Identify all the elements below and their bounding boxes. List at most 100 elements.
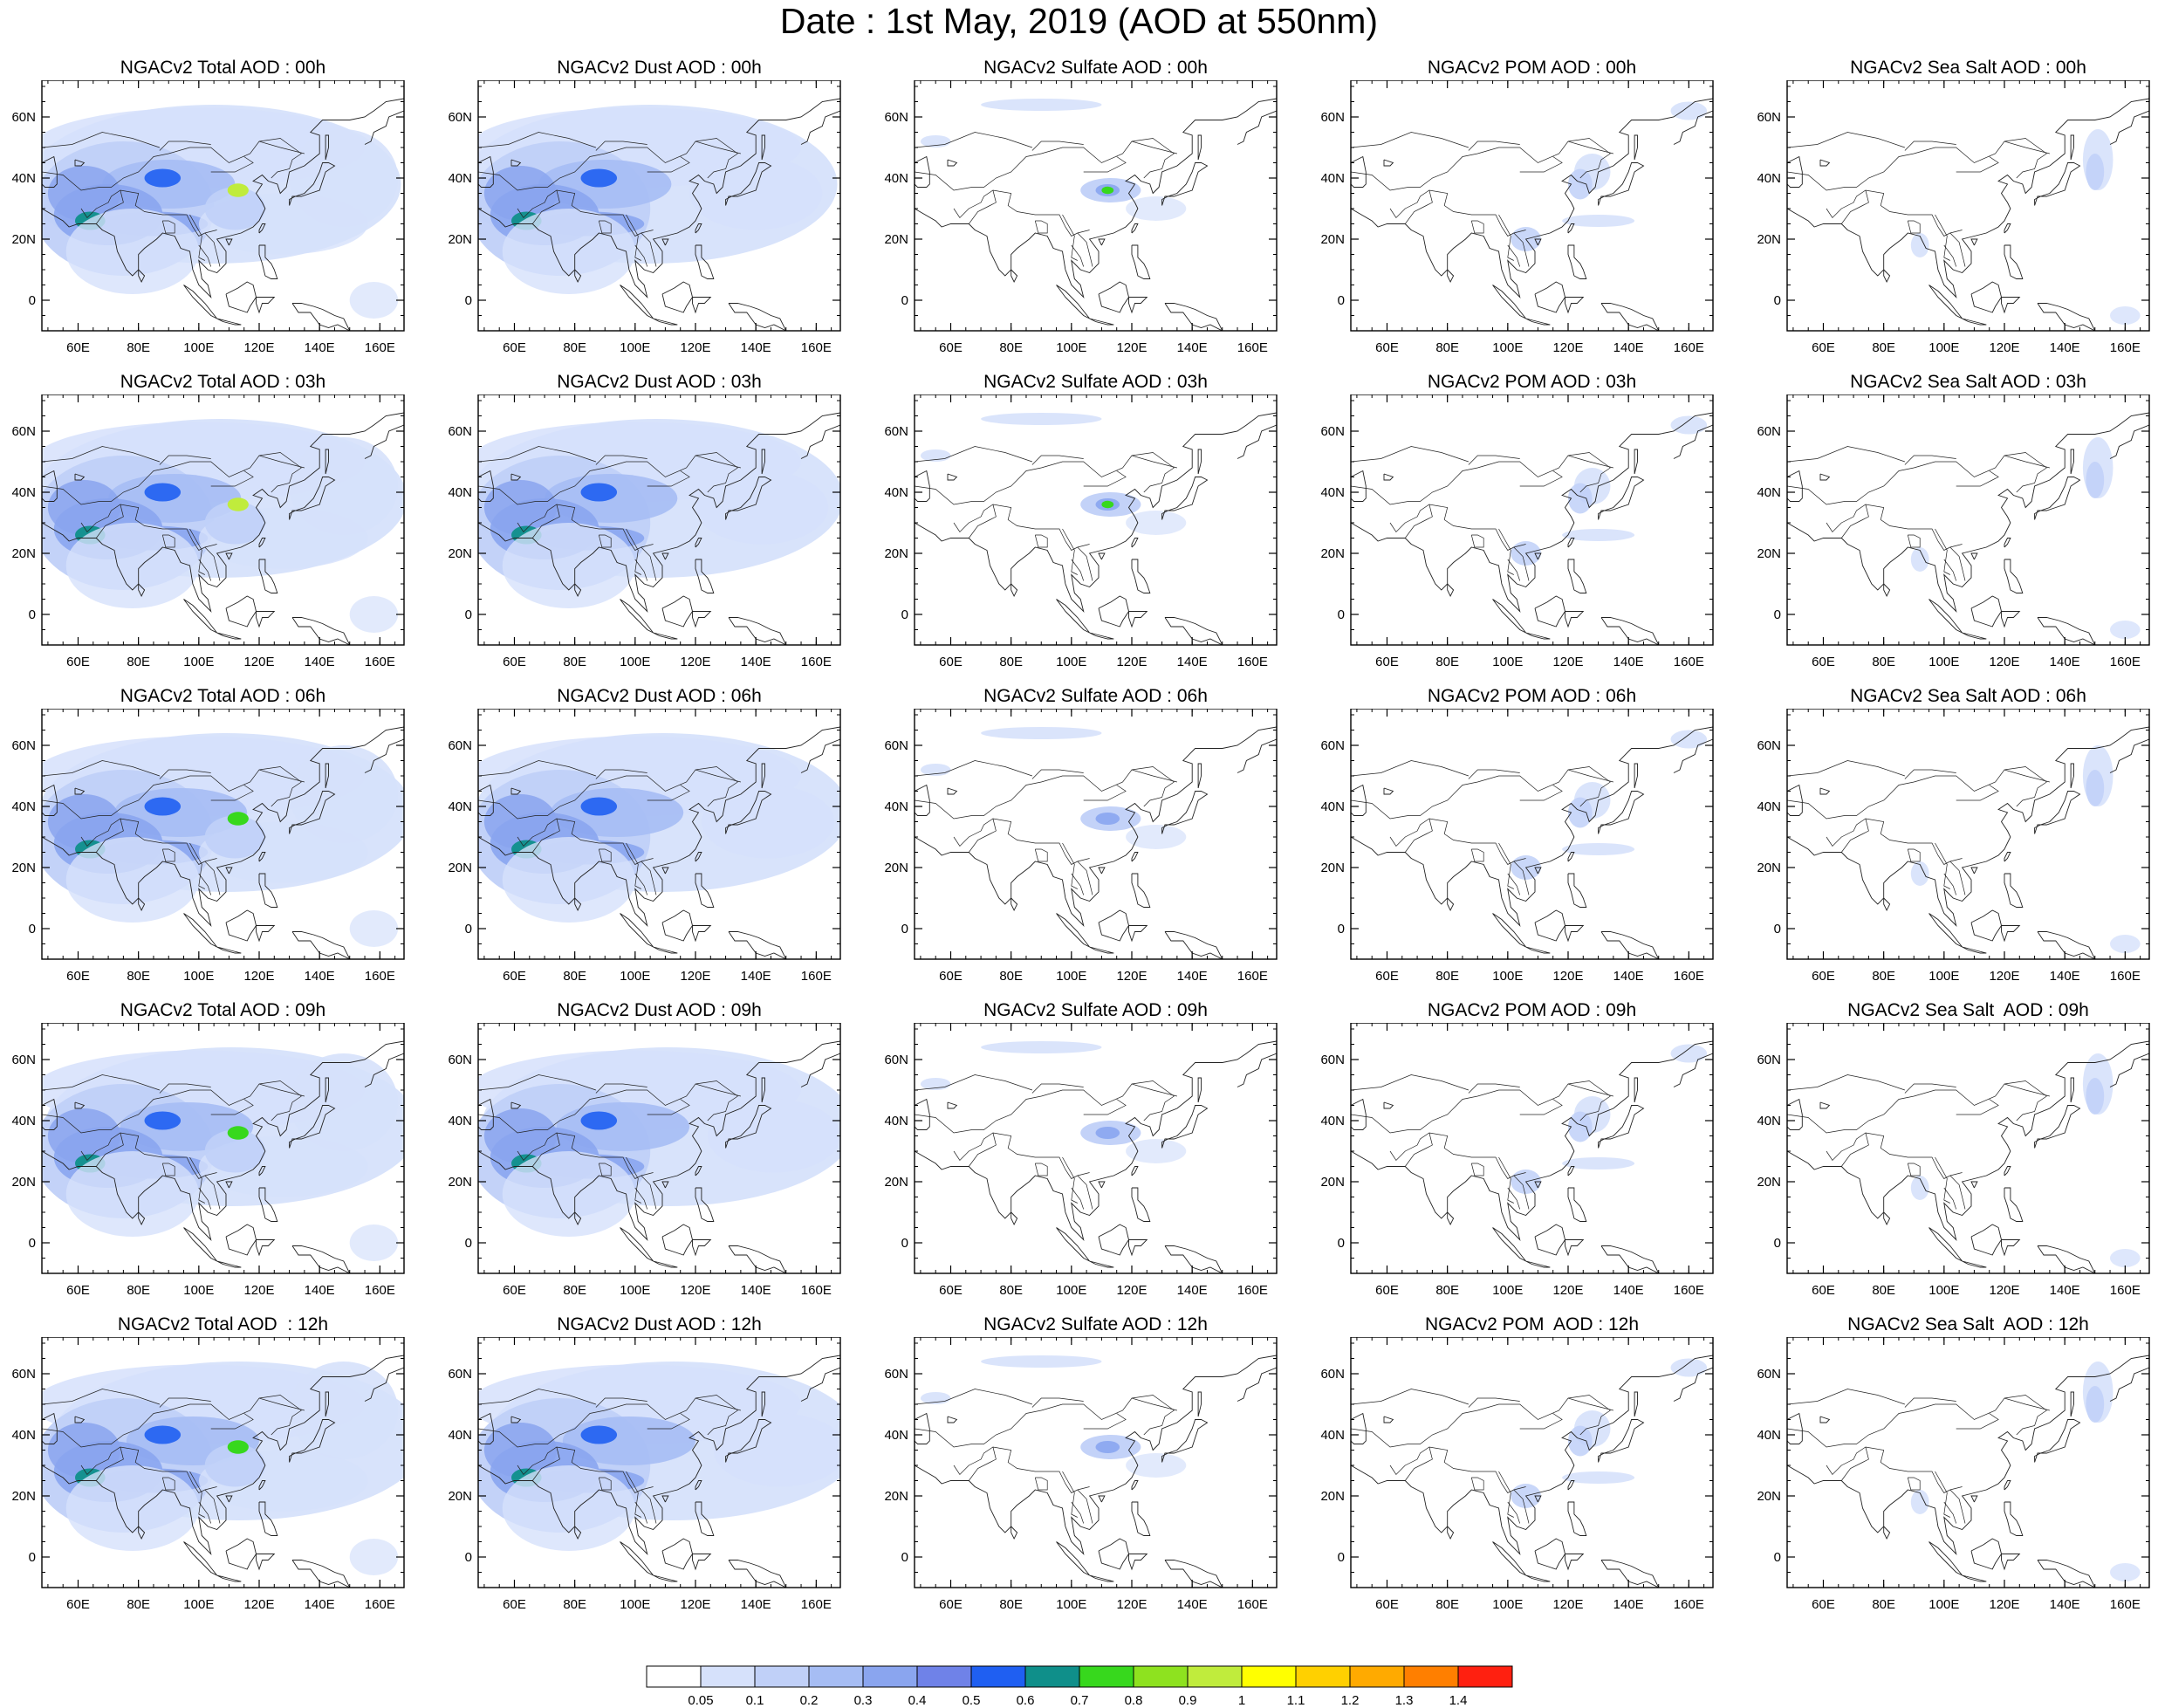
coastline bbox=[1447, 583, 1455, 598]
x-tick-label: 100E bbox=[1928, 969, 1959, 984]
x-tick-label: 100E bbox=[183, 1597, 214, 1612]
coastline bbox=[800, 1053, 840, 1087]
coastline bbox=[1237, 1053, 1277, 1087]
y-tick-label: 0 bbox=[901, 293, 908, 308]
x-tick-label: 100E bbox=[183, 969, 214, 984]
x-tick-label: 160E bbox=[365, 655, 395, 669]
country-border bbox=[1949, 1175, 1966, 1210]
coastline bbox=[291, 931, 351, 959]
coastline bbox=[1131, 1187, 1151, 1222]
x-tick-label: 60E bbox=[1812, 969, 1835, 984]
coastline bbox=[728, 617, 787, 645]
country-border bbox=[1579, 153, 1611, 179]
coastline bbox=[1131, 852, 1139, 862]
country-border bbox=[1077, 1175, 1093, 1210]
map-frame bbox=[41, 1337, 405, 1588]
coastline bbox=[1962, 946, 1987, 954]
coastline bbox=[1970, 1181, 1978, 1189]
aod-shading bbox=[580, 797, 618, 816]
coastline bbox=[915, 412, 1277, 613]
country-border bbox=[1949, 1489, 1966, 1524]
country-border bbox=[1943, 244, 1957, 267]
y-tick-label: 40N bbox=[11, 1114, 36, 1128]
coastline bbox=[692, 1554, 712, 1571]
y-tick-label: 40N bbox=[448, 799, 472, 814]
coastline bbox=[653, 1574, 678, 1582]
coastline bbox=[325, 1391, 329, 1417]
y-tick-label: 40N bbox=[884, 1114, 908, 1128]
country-border bbox=[953, 1446, 1090, 1493]
map-svg: 60E 80E 100E 120E 140E 160E 0 20N 40N 60N bbox=[1757, 1023, 2150, 1298]
x-tick-label: 60E bbox=[939, 1283, 963, 1298]
coastline bbox=[761, 1391, 765, 1417]
country-border bbox=[707, 1095, 738, 1122]
coastline bbox=[1383, 159, 1394, 167]
coastline bbox=[800, 424, 840, 459]
x-tick-label: 120E bbox=[1989, 969, 2019, 984]
map-svg: 60E 80E 100E 120E 140E 160E 0 20N 40N 60N bbox=[884, 80, 1278, 355]
map-frame bbox=[41, 709, 405, 960]
panel-title: NGACv2 Sea Salt AOD : 12h bbox=[1847, 1314, 2089, 1334]
coastline bbox=[364, 110, 404, 145]
x-tick-label: 120E bbox=[243, 1597, 274, 1612]
coastline bbox=[2004, 873, 2024, 908]
country-border bbox=[1351, 132, 1469, 148]
x-tick-label: 120E bbox=[1989, 655, 2019, 669]
coastline bbox=[1819, 1416, 1831, 1423]
map-frame bbox=[1786, 709, 2150, 960]
x-tick-label: 80E bbox=[563, 1597, 586, 1612]
coastline bbox=[2034, 477, 2081, 520]
y-tick-label: 0 bbox=[465, 1550, 472, 1565]
country-border bbox=[1405, 1132, 1433, 1167]
country-border bbox=[1949, 232, 1966, 267]
country-border bbox=[1787, 1074, 1906, 1091]
coastline bbox=[478, 1355, 840, 1555]
panel-title: NGACv2 Total AOD : 03h bbox=[120, 372, 326, 392]
coastlines bbox=[42, 726, 404, 959]
map-svg: 60E 80E 100E 120E 140E 160E 0 20N 40N 60N bbox=[1320, 394, 1714, 669]
y-tick-label: 60N bbox=[448, 1367, 472, 1382]
aod-shading bbox=[1910, 861, 1929, 886]
coastlines bbox=[478, 1040, 840, 1273]
aod-shading bbox=[981, 1041, 1102, 1053]
x-tick-label: 80E bbox=[563, 1283, 586, 1298]
country-border bbox=[598, 1163, 612, 1176]
y-tick-label: 0 bbox=[29, 1550, 36, 1565]
x-tick-label: 140E bbox=[1177, 969, 1208, 984]
country-border bbox=[1513, 1489, 1530, 1524]
map-svg: 60E 80E 100E 120E 140E 160E 0 20N 40N 60N bbox=[1320, 1337, 1714, 1612]
coastline bbox=[325, 449, 329, 475]
coastline bbox=[574, 1211, 582, 1226]
country-border bbox=[1351, 141, 1613, 191]
x-tick-label: 100E bbox=[620, 340, 650, 355]
y-tick-label: 40N bbox=[1757, 1428, 1781, 1443]
y-tick-label: 0 bbox=[1338, 607, 1345, 622]
map-frame bbox=[1786, 1337, 2150, 1588]
y-tick-label: 60N bbox=[884, 1367, 908, 1382]
country-border bbox=[2004, 1395, 2047, 1411]
country-border bbox=[189, 528, 205, 575]
aod-shading bbox=[144, 797, 182, 816]
country-border bbox=[159, 141, 211, 151]
country-border bbox=[634, 559, 648, 581]
map-background bbox=[915, 394, 1277, 645]
x-tick-label: 100E bbox=[1928, 655, 1959, 669]
aod-shading bbox=[1562, 529, 1635, 541]
map-svg: 60E 80E 100E 120E 140E 160E 0 20N 40N 60N bbox=[1757, 80, 2150, 355]
aod-shading bbox=[502, 1465, 635, 1551]
x-tick-label: 160E bbox=[1674, 969, 1704, 984]
country-border bbox=[1071, 873, 1085, 895]
coastline bbox=[42, 1098, 58, 1130]
coastline bbox=[1962, 1260, 1987, 1268]
country-border bbox=[189, 1471, 205, 1518]
coastline bbox=[761, 449, 765, 475]
map-svg: 60E 80E 100E 120E 140E 160E 0 20N 40N 60N bbox=[448, 394, 841, 669]
coastline bbox=[225, 1224, 257, 1256]
coastline bbox=[1819, 787, 1831, 795]
coastline bbox=[1351, 1412, 1367, 1444]
aod-shading bbox=[1562, 843, 1635, 855]
x-tick-label: 100E bbox=[1056, 1283, 1086, 1298]
colorbar-swatch bbox=[808, 1665, 864, 1688]
coastline bbox=[1970, 909, 2002, 942]
country-border bbox=[1935, 214, 1950, 261]
